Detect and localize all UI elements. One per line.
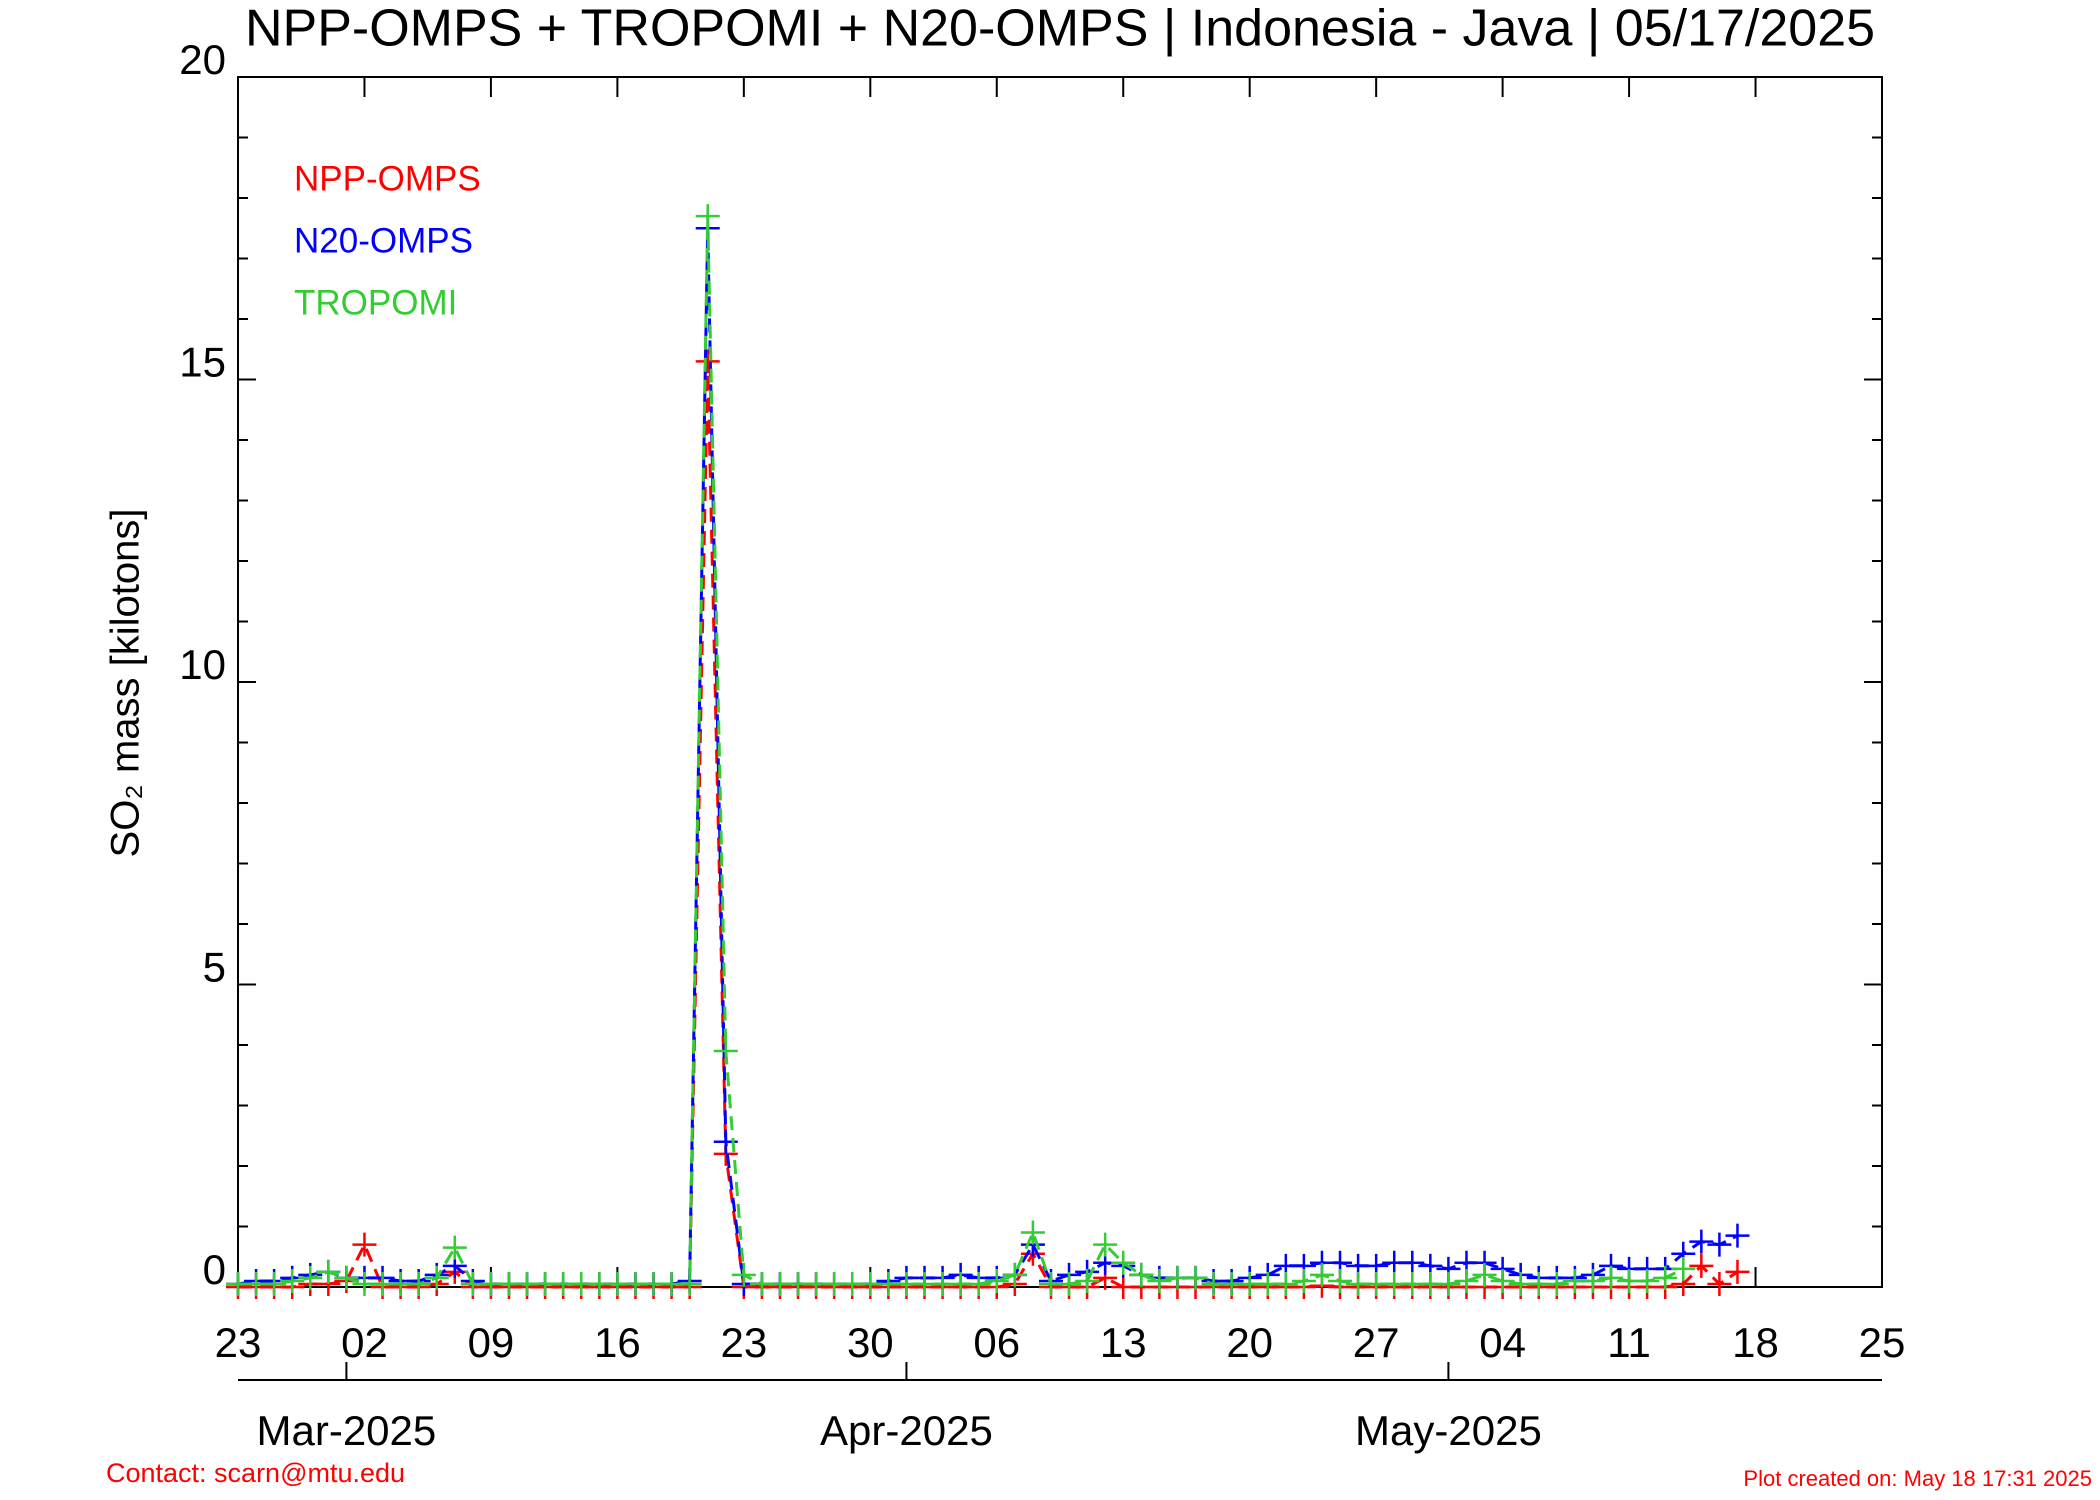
x-tick-label: 02	[341, 1319, 388, 1366]
point-marker	[731, 1262, 756, 1287]
point-marker	[1147, 1268, 1172, 1293]
x-tick-label: 23	[215, 1319, 262, 1366]
x-tick-label: 20	[1226, 1319, 1273, 1366]
point-marker	[1111, 1250, 1136, 1275]
point-marker	[298, 1265, 323, 1290]
x-tick-label: 06	[973, 1319, 1020, 1366]
month-label: Apr-2025	[820, 1407, 993, 1454]
point-marker	[442, 1235, 467, 1260]
point-marker	[1309, 1262, 1334, 1287]
point-marker	[1129, 1262, 1154, 1287]
point-marker	[1273, 1271, 1298, 1296]
point-marker	[966, 1271, 991, 1296]
point-marker	[334, 1265, 359, 1290]
y-tick-label: 20	[179, 36, 226, 83]
month-label: May-2025	[1355, 1407, 1542, 1454]
y-tick-label: 15	[179, 339, 226, 386]
point-marker	[1653, 1265, 1678, 1290]
point-marker	[406, 1271, 431, 1296]
series-line	[238, 361, 1739, 1289]
series-line	[237, 228, 1739, 1286]
point-marker	[424, 1265, 449, 1290]
plot-frame	[237, 76, 1883, 1288]
point-marker	[1725, 1259, 1750, 1284]
point-marker	[1599, 1265, 1624, 1290]
x-tick-label: 09	[468, 1319, 515, 1366]
x-tick-label: 30	[847, 1319, 894, 1366]
point-marker	[1020, 1220, 1045, 1245]
point-marker	[713, 1039, 738, 1064]
point-marker	[1183, 1265, 1208, 1290]
legend-entry: N20-OMPS	[294, 221, 473, 260]
point-marker	[1093, 1232, 1118, 1257]
created-note: Plot created on: May 18 17:31 2025	[1743, 1466, 2092, 1491]
point-marker	[1002, 1262, 1027, 1287]
point-marker	[1671, 1256, 1696, 1281]
point-marker	[1580, 1268, 1605, 1293]
point-marker	[984, 1268, 1009, 1293]
x-tick-label: 25	[1859, 1319, 1906, 1366]
legend-entry: TROPOMI	[294, 283, 457, 322]
point-marker	[262, 1271, 287, 1296]
x-tick-label: 13	[1100, 1319, 1147, 1366]
point-marker	[1436, 1271, 1461, 1296]
point-marker	[352, 1232, 377, 1257]
point-marker	[280, 1268, 305, 1293]
x-tick-label: 23	[720, 1319, 767, 1366]
point-marker	[1057, 1271, 1082, 1296]
x-tick-label: 04	[1479, 1319, 1526, 1366]
legend-entry: NPP-OMPS	[294, 159, 481, 198]
point-marker	[1328, 1268, 1353, 1293]
point-marker	[1472, 1262, 1497, 1287]
point-marker	[695, 349, 720, 374]
series-line	[238, 216, 1684, 1286]
point-marker	[677, 1271, 702, 1296]
chart-title: NPP-OMPS + TROPOMI + N20-OMPS | Indonesi…	[245, 0, 1875, 58]
point-marker	[1075, 1268, 1100, 1293]
y-tick-label: 5	[203, 944, 226, 991]
point-marker	[1490, 1268, 1515, 1293]
x-tick-label: 16	[594, 1319, 641, 1366]
point-marker	[1291, 1268, 1316, 1293]
point-marker	[1707, 1232, 1732, 1257]
point-marker	[1544, 1271, 1569, 1296]
month-label: Mar-2025	[257, 1407, 437, 1454]
x-tick-label: 18	[1732, 1319, 1779, 1366]
point-marker	[1454, 1268, 1479, 1293]
point-marker	[695, 204, 720, 229]
point-marker	[1707, 1271, 1732, 1296]
y-tick-label: 10	[179, 641, 226, 688]
point-marker	[1635, 1268, 1660, 1293]
point-marker	[1725, 1223, 1750, 1248]
point-marker	[1689, 1253, 1714, 1278]
x-tick-label: 11	[1607, 1319, 1651, 1366]
point-marker	[1400, 1250, 1425, 1275]
x-tick-label: 27	[1353, 1319, 1400, 1366]
contact: Contact: scarn@mtu.edu	[106, 1458, 405, 1488]
point-marker	[1689, 1229, 1714, 1254]
y-tick-label: 0	[203, 1246, 226, 1293]
point-marker	[316, 1259, 341, 1284]
y-axis-label: SO₂ mass [kilotons]	[104, 509, 148, 858]
